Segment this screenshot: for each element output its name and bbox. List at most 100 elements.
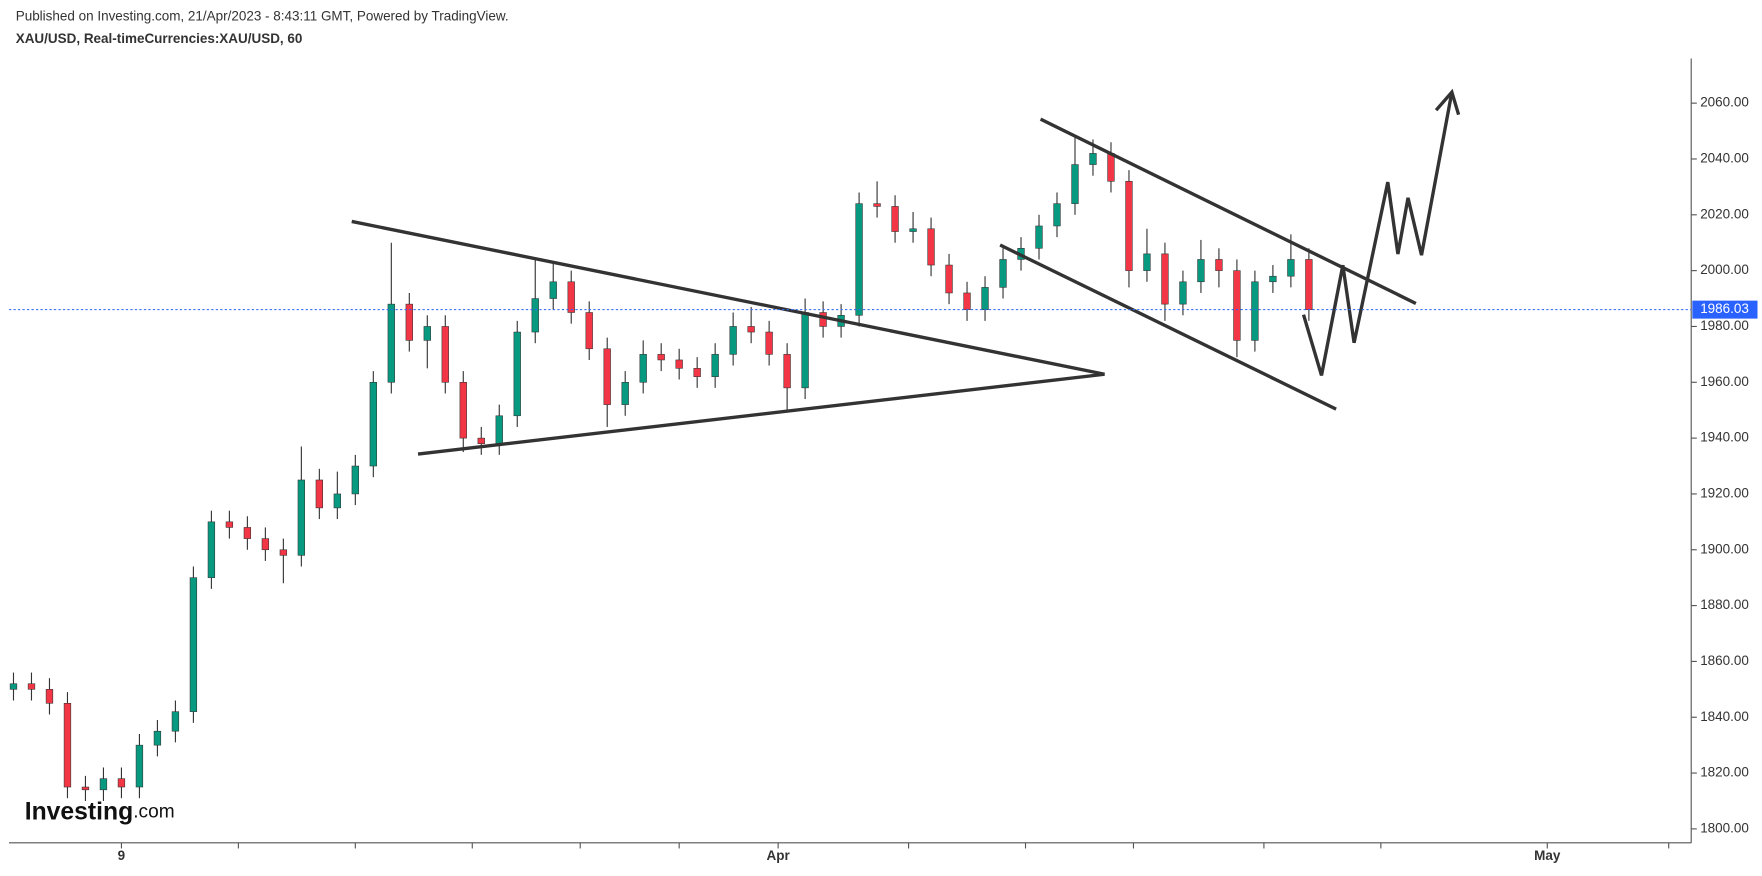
drawings (351, 88, 1461, 456)
candle-body (369, 382, 377, 467)
candle-body (1107, 153, 1115, 182)
candle-body (153, 730, 162, 746)
logo: Investing.com (25, 798, 175, 825)
trend-line (351, 219, 1105, 376)
candle-body (279, 549, 288, 556)
candle-body (297, 479, 306, 556)
x-tick-label: Apr (767, 848, 791, 863)
candle-body (63, 703, 72, 788)
y-tick-label: 2020.00 (1700, 206, 1749, 221)
candle-body (999, 259, 1007, 288)
candles (9, 136, 1313, 801)
candle-body (99, 778, 108, 791)
y-tick-label: 1840.00 (1700, 709, 1749, 724)
candle-body (1053, 203, 1061, 227)
candle-body (765, 331, 773, 355)
candle-body (9, 683, 18, 690)
candle-body (315, 479, 323, 509)
candle-body (477, 437, 485, 444)
candle-body (1071, 164, 1079, 204)
candle-body (513, 331, 521, 417)
candle-body (207, 521, 216, 578)
y-tick-label: 2060.00 (1700, 95, 1749, 110)
candle-body (1215, 259, 1223, 271)
trend-line (417, 372, 1105, 456)
last-price-box (1692, 300, 1758, 319)
x-tick-label: 9 (118, 848, 126, 863)
candle-body (603, 348, 611, 405)
candle-body (675, 359, 683, 369)
candle-body (963, 292, 971, 310)
channel-line (1039, 117, 1417, 305)
projection-path (1301, 91, 1454, 376)
y-tick-label: 1920.00 (1700, 485, 1749, 500)
candle-body (1305, 259, 1313, 310)
candle-body (1233, 270, 1241, 341)
candle-body (783, 354, 791, 389)
candle-body (1089, 153, 1097, 165)
candle-body (135, 744, 144, 788)
candle-body (423, 326, 431, 341)
y-tick-label: 1960.00 (1700, 374, 1749, 389)
candle-body (441, 326, 449, 383)
candle-body (747, 326, 755, 333)
candle-body (1197, 259, 1205, 283)
y-tick-label: 2000.00 (1700, 262, 1749, 277)
candle-body (1143, 253, 1151, 271)
candle-body (819, 312, 827, 327)
candle-body (585, 312, 593, 350)
candle-body (711, 354, 719, 377)
candle-body (117, 778, 126, 788)
candle-body (855, 203, 863, 316)
y-tick-label: 2040.00 (1700, 151, 1749, 166)
candle-body (873, 203, 881, 207)
candle-body (639, 354, 647, 383)
logo-main: Investing (25, 798, 134, 825)
candle-body (1287, 259, 1295, 277)
chart-subtitle: XAU/USD, Real-timeCurrencies:XAU/USD, 60 (16, 31, 303, 46)
y-tick-label: 1820.00 (1700, 765, 1749, 780)
channel-line (999, 243, 1337, 411)
candle-body (567, 281, 575, 313)
candle-body (1179, 281, 1187, 305)
y-tick-label: 1900.00 (1700, 541, 1749, 556)
candle-body (459, 382, 467, 439)
y-tick-label: 1800.00 (1700, 820, 1749, 835)
candle-body (171, 711, 180, 732)
candle-body (225, 521, 234, 528)
candle-body (945, 264, 953, 294)
candle-body (657, 354, 665, 361)
last-price-label: 1986.03 (1700, 301, 1749, 316)
candle-body (1161, 253, 1169, 305)
candle-body (243, 527, 252, 539)
candle-body (801, 312, 809, 389)
candle-body (261, 538, 270, 551)
candle-body (333, 493, 341, 509)
y-tick-label: 1940.00 (1700, 430, 1749, 445)
candle-body (1125, 181, 1133, 271)
candle-body (387, 303, 395, 383)
candle-body (729, 326, 737, 355)
candle-body (927, 228, 935, 266)
y-tick-label: 1860.00 (1700, 653, 1749, 668)
candle-body (621, 382, 629, 405)
candle-body (189, 577, 198, 712)
candle-body (891, 206, 899, 232)
candle-body (1251, 281, 1259, 341)
candle-body (351, 465, 359, 495)
candle-body (45, 689, 54, 704)
logo-suffix: .com (133, 802, 174, 823)
chart-title: Published on Investing.com, 21/Apr/2023 … (16, 8, 509, 23)
candle-body (27, 683, 36, 690)
projection-arrow (1434, 88, 1461, 116)
candle-body (81, 786, 90, 791)
candle-body (693, 368, 701, 377)
candle-body (1035, 225, 1043, 249)
candle-body (531, 298, 539, 333)
candle-body (405, 303, 413, 341)
candle-body (981, 287, 989, 310)
y-tick-label: 1980.00 (1700, 318, 1749, 333)
x-tick-label: May (1534, 848, 1561, 863)
